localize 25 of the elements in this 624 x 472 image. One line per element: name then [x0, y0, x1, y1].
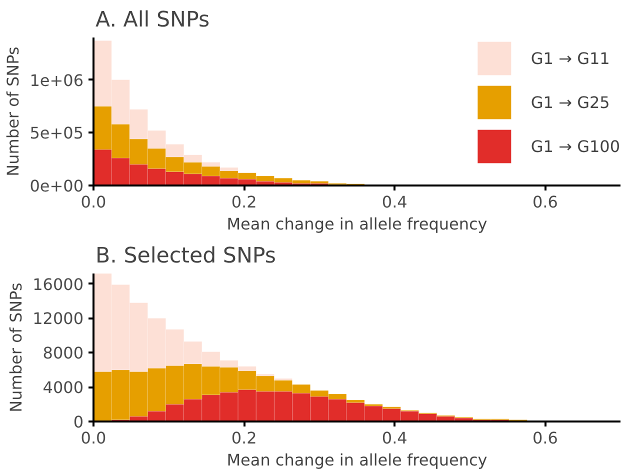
y-axis-title: Number of SNPs — [6, 282, 26, 412]
y-tick-label: 0e+00 — [30, 176, 84, 196]
legend-label: G1 → G100 — [530, 136, 620, 156]
chart-title: A. All SNPs — [96, 8, 210, 32]
x-tick-label: 0.2 — [231, 192, 257, 212]
y-axis-title: Number of SNPs — [4, 46, 23, 176]
x-tick-label: 0.6 — [532, 192, 558, 212]
legend-label: G1 → G25 — [530, 92, 610, 112]
x-axis-title: Mean change in allele frequency — [226, 450, 488, 470]
y-tick-label: 1e+06 — [30, 70, 84, 90]
chart-title: B. Selected SNPs — [96, 244, 276, 268]
x-tick-label: 0.2 — [231, 428, 257, 448]
y-tick-label: 5e+05 — [30, 124, 84, 143]
x-tick-label: 0.0 — [80, 428, 106, 448]
y-tick-label: 4000 — [42, 378, 84, 398]
x-tick-label: 0.0 — [80, 192, 106, 212]
x-axis-title: Mean change in allele frequency — [226, 214, 488, 234]
y-tick-label: 16000 — [32, 274, 84, 294]
y-tick-label: 8000 — [42, 344, 84, 363]
y-tick-label: 12000 — [32, 309, 84, 328]
x-tick-label: 0.4 — [382, 428, 408, 448]
y-tick-label: 0 — [73, 412, 84, 432]
legend-label: G1 → G11 — [530, 48, 610, 68]
x-tick-label: 0.6 — [532, 428, 558, 448]
x-tick-label: 0.4 — [382, 192, 408, 212]
